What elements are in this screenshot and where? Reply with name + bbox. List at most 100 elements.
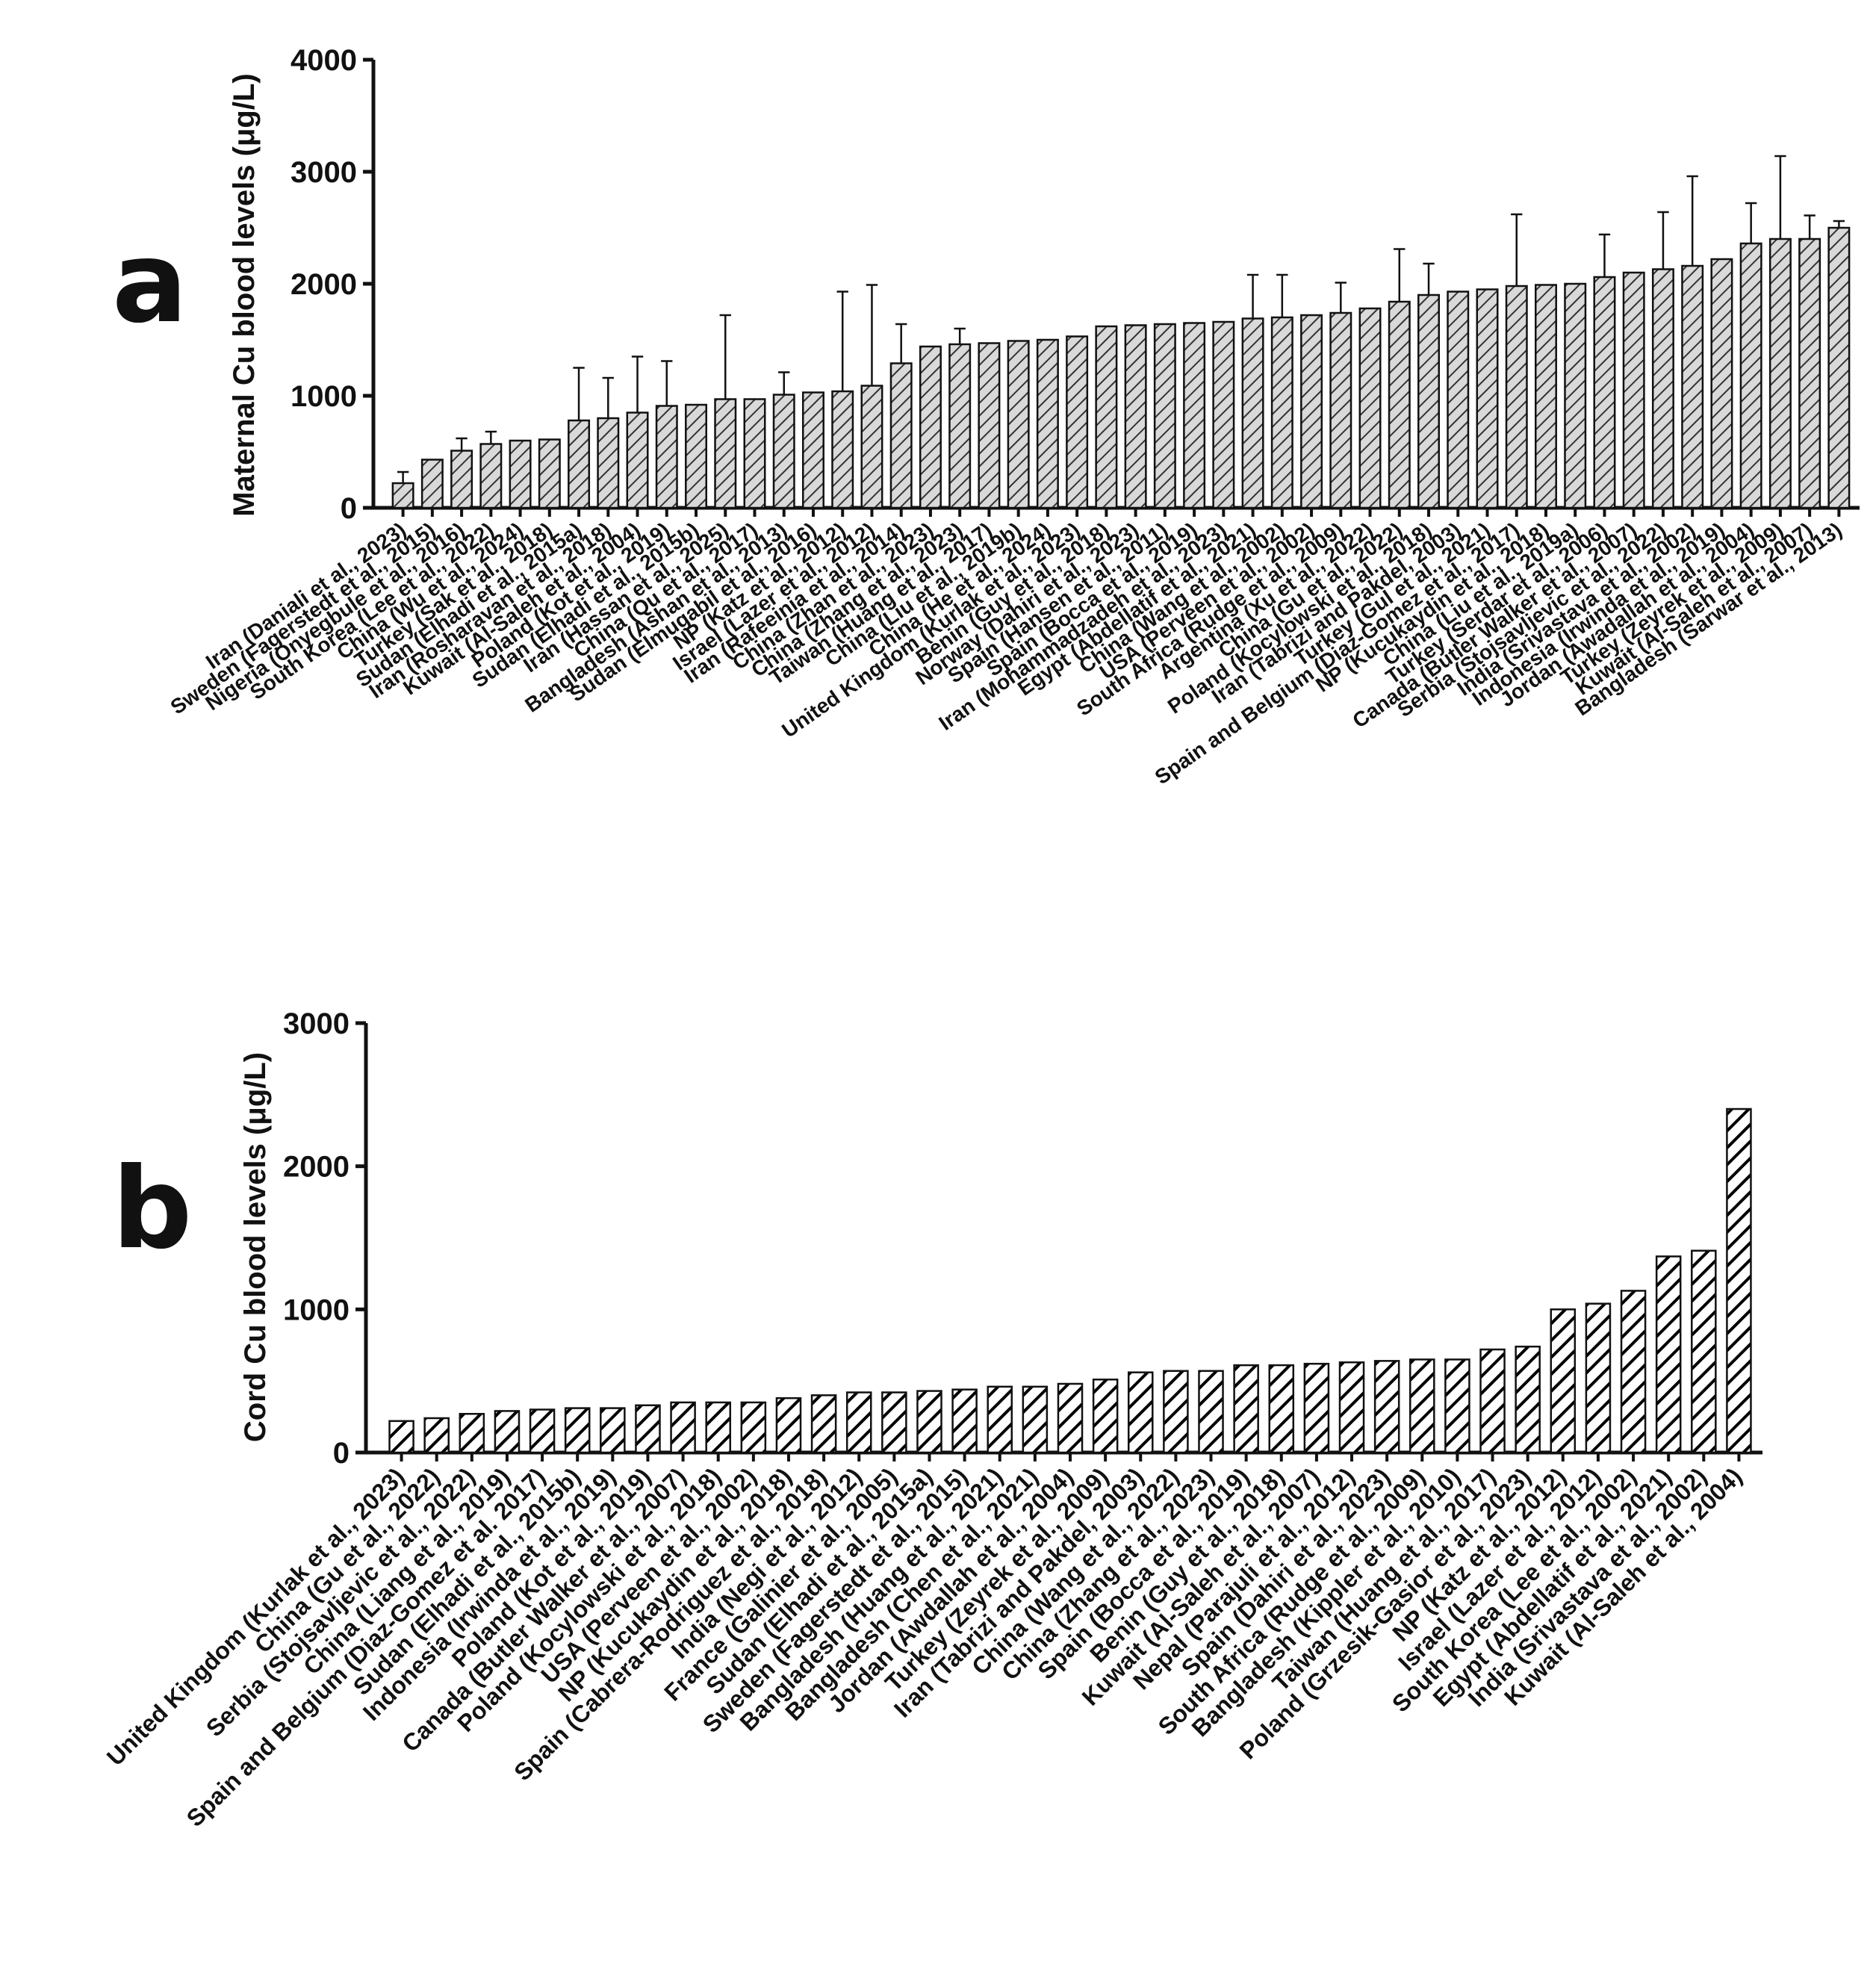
a-bar <box>1007 340 1030 509</box>
a-bar <box>948 343 972 509</box>
a-y-tick-label: 1000 <box>291 380 357 413</box>
a-bar <box>1212 320 1235 509</box>
a-bar <box>1417 293 1441 509</box>
a-bar <box>597 417 620 509</box>
b-bar <box>1585 1302 1612 1454</box>
panel-b-y-axis-label: Cord Cu blood levels (μg/L) <box>239 1052 272 1442</box>
a-bar <box>1270 316 1293 509</box>
b-bar <box>388 1420 414 1454</box>
a-bar <box>655 405 678 509</box>
a-bar <box>1798 237 1821 509</box>
b-bar <box>705 1401 731 1454</box>
a-y-tick-label: 2000 <box>291 268 357 301</box>
b-bar <box>1550 1308 1577 1454</box>
b-bar <box>1479 1348 1506 1454</box>
a-bar <box>1681 264 1704 509</box>
b-bar <box>564 1407 591 1454</box>
a-bar <box>420 459 444 509</box>
b-bar <box>845 1391 872 1454</box>
panel-a-bars <box>391 155 1851 509</box>
a-bar <box>685 403 708 509</box>
a-bar <box>391 482 414 509</box>
a-bar <box>1447 291 1470 509</box>
a-bar <box>714 398 737 509</box>
a-bar <box>1036 338 1059 509</box>
a-y-tick-label: 0 <box>341 492 357 525</box>
a-bar <box>1564 282 1587 509</box>
a-bar <box>919 345 942 509</box>
b-bar <box>1515 1345 1541 1454</box>
panel-a-maternal-chart: a Maternal Cu blood levels (μg/L) 0 1000 2… <box>112 44 1860 789</box>
b-bar <box>1303 1362 1330 1454</box>
a-bar <box>1768 237 1792 509</box>
a-bar <box>1505 285 1528 509</box>
a-bar <box>1153 323 1176 509</box>
a-bar <box>1183 322 1206 509</box>
panel-a-category-labels: Iran (Daniali et al., 2023)Sweden (Fager… <box>167 518 1846 789</box>
a-bar <box>626 411 649 509</box>
b-bar <box>810 1394 837 1454</box>
b-bar <box>775 1397 802 1454</box>
a-bar <box>1095 325 1118 509</box>
a-y-tick-label: 3000 <box>291 156 357 189</box>
b-bar <box>1268 1364 1295 1454</box>
b-bar <box>740 1401 767 1454</box>
b-bar <box>951 1388 978 1454</box>
a-bar <box>831 390 854 509</box>
b-bar <box>1022 1385 1049 1454</box>
b-bar <box>1338 1361 1365 1454</box>
a-bar <box>743 398 766 509</box>
a-bar <box>1358 307 1382 509</box>
panel-b-category-labels: United Kingdom (Kurlak et al., 2023)Chin… <box>102 1462 1748 1831</box>
a-bar <box>1622 271 1645 509</box>
b-bar <box>1163 1370 1189 1454</box>
a-bar <box>1476 288 1499 509</box>
a-bar <box>1388 300 1411 509</box>
b-bar <box>600 1407 626 1454</box>
a-bar <box>801 391 824 509</box>
a-bar <box>1651 268 1674 509</box>
b-bar <box>1655 1255 1682 1454</box>
b-bar <box>1444 1358 1470 1454</box>
b-bar <box>1409 1358 1435 1454</box>
a-bar <box>772 394 795 509</box>
a-bar <box>509 439 532 509</box>
a-bar <box>450 450 473 509</box>
b-bar <box>881 1391 907 1454</box>
b-bar <box>1726 1108 1752 1454</box>
b-bar <box>1233 1364 1259 1454</box>
a-bar <box>1534 284 1557 509</box>
a-bar <box>889 362 913 509</box>
b-bar <box>459 1413 485 1454</box>
a-y-tick-label: 4000 <box>291 44 357 77</box>
b-y-tick-label: 1000 <box>283 1293 350 1326</box>
b-bar <box>494 1410 521 1454</box>
b-y-tick-label: 0 <box>333 1437 350 1470</box>
b-bar <box>1691 1249 1717 1454</box>
a-bar <box>1066 335 1089 509</box>
b-bar <box>635 1404 661 1454</box>
a-bar <box>1593 276 1616 509</box>
a-bar <box>479 443 503 509</box>
a-bar <box>568 419 591 509</box>
b-bar <box>423 1417 450 1454</box>
b-y-tick-label: 3000 <box>283 1007 350 1040</box>
panel-b-y-ticks: 0 1000 2000 3000 <box>283 1007 1741 1470</box>
panel-b-cord-chart: b Cord Cu blood levels (μg/L) 0 1000 2000 3… <box>102 1007 1762 1832</box>
b-bar <box>1092 1379 1119 1454</box>
a-bar <box>1329 311 1352 509</box>
panel-a-y-ticks: 0 1000 2000 3000 4000 <box>291 44 1841 525</box>
a-bar <box>978 342 1001 509</box>
b-bar <box>1198 1370 1224 1454</box>
a-bar <box>1827 226 1851 509</box>
a-bar <box>538 438 561 509</box>
b-bar <box>916 1390 942 1454</box>
a-bar <box>1124 324 1147 509</box>
b-bar <box>670 1401 696 1454</box>
b-y-tick-label: 2000 <box>283 1151 350 1184</box>
a-bar <box>1710 258 1733 509</box>
a-bar <box>860 385 883 509</box>
panel-a-y-axis-label: Maternal Cu blood levels (μg/L) <box>228 73 261 516</box>
a-bar <box>1241 317 1264 509</box>
